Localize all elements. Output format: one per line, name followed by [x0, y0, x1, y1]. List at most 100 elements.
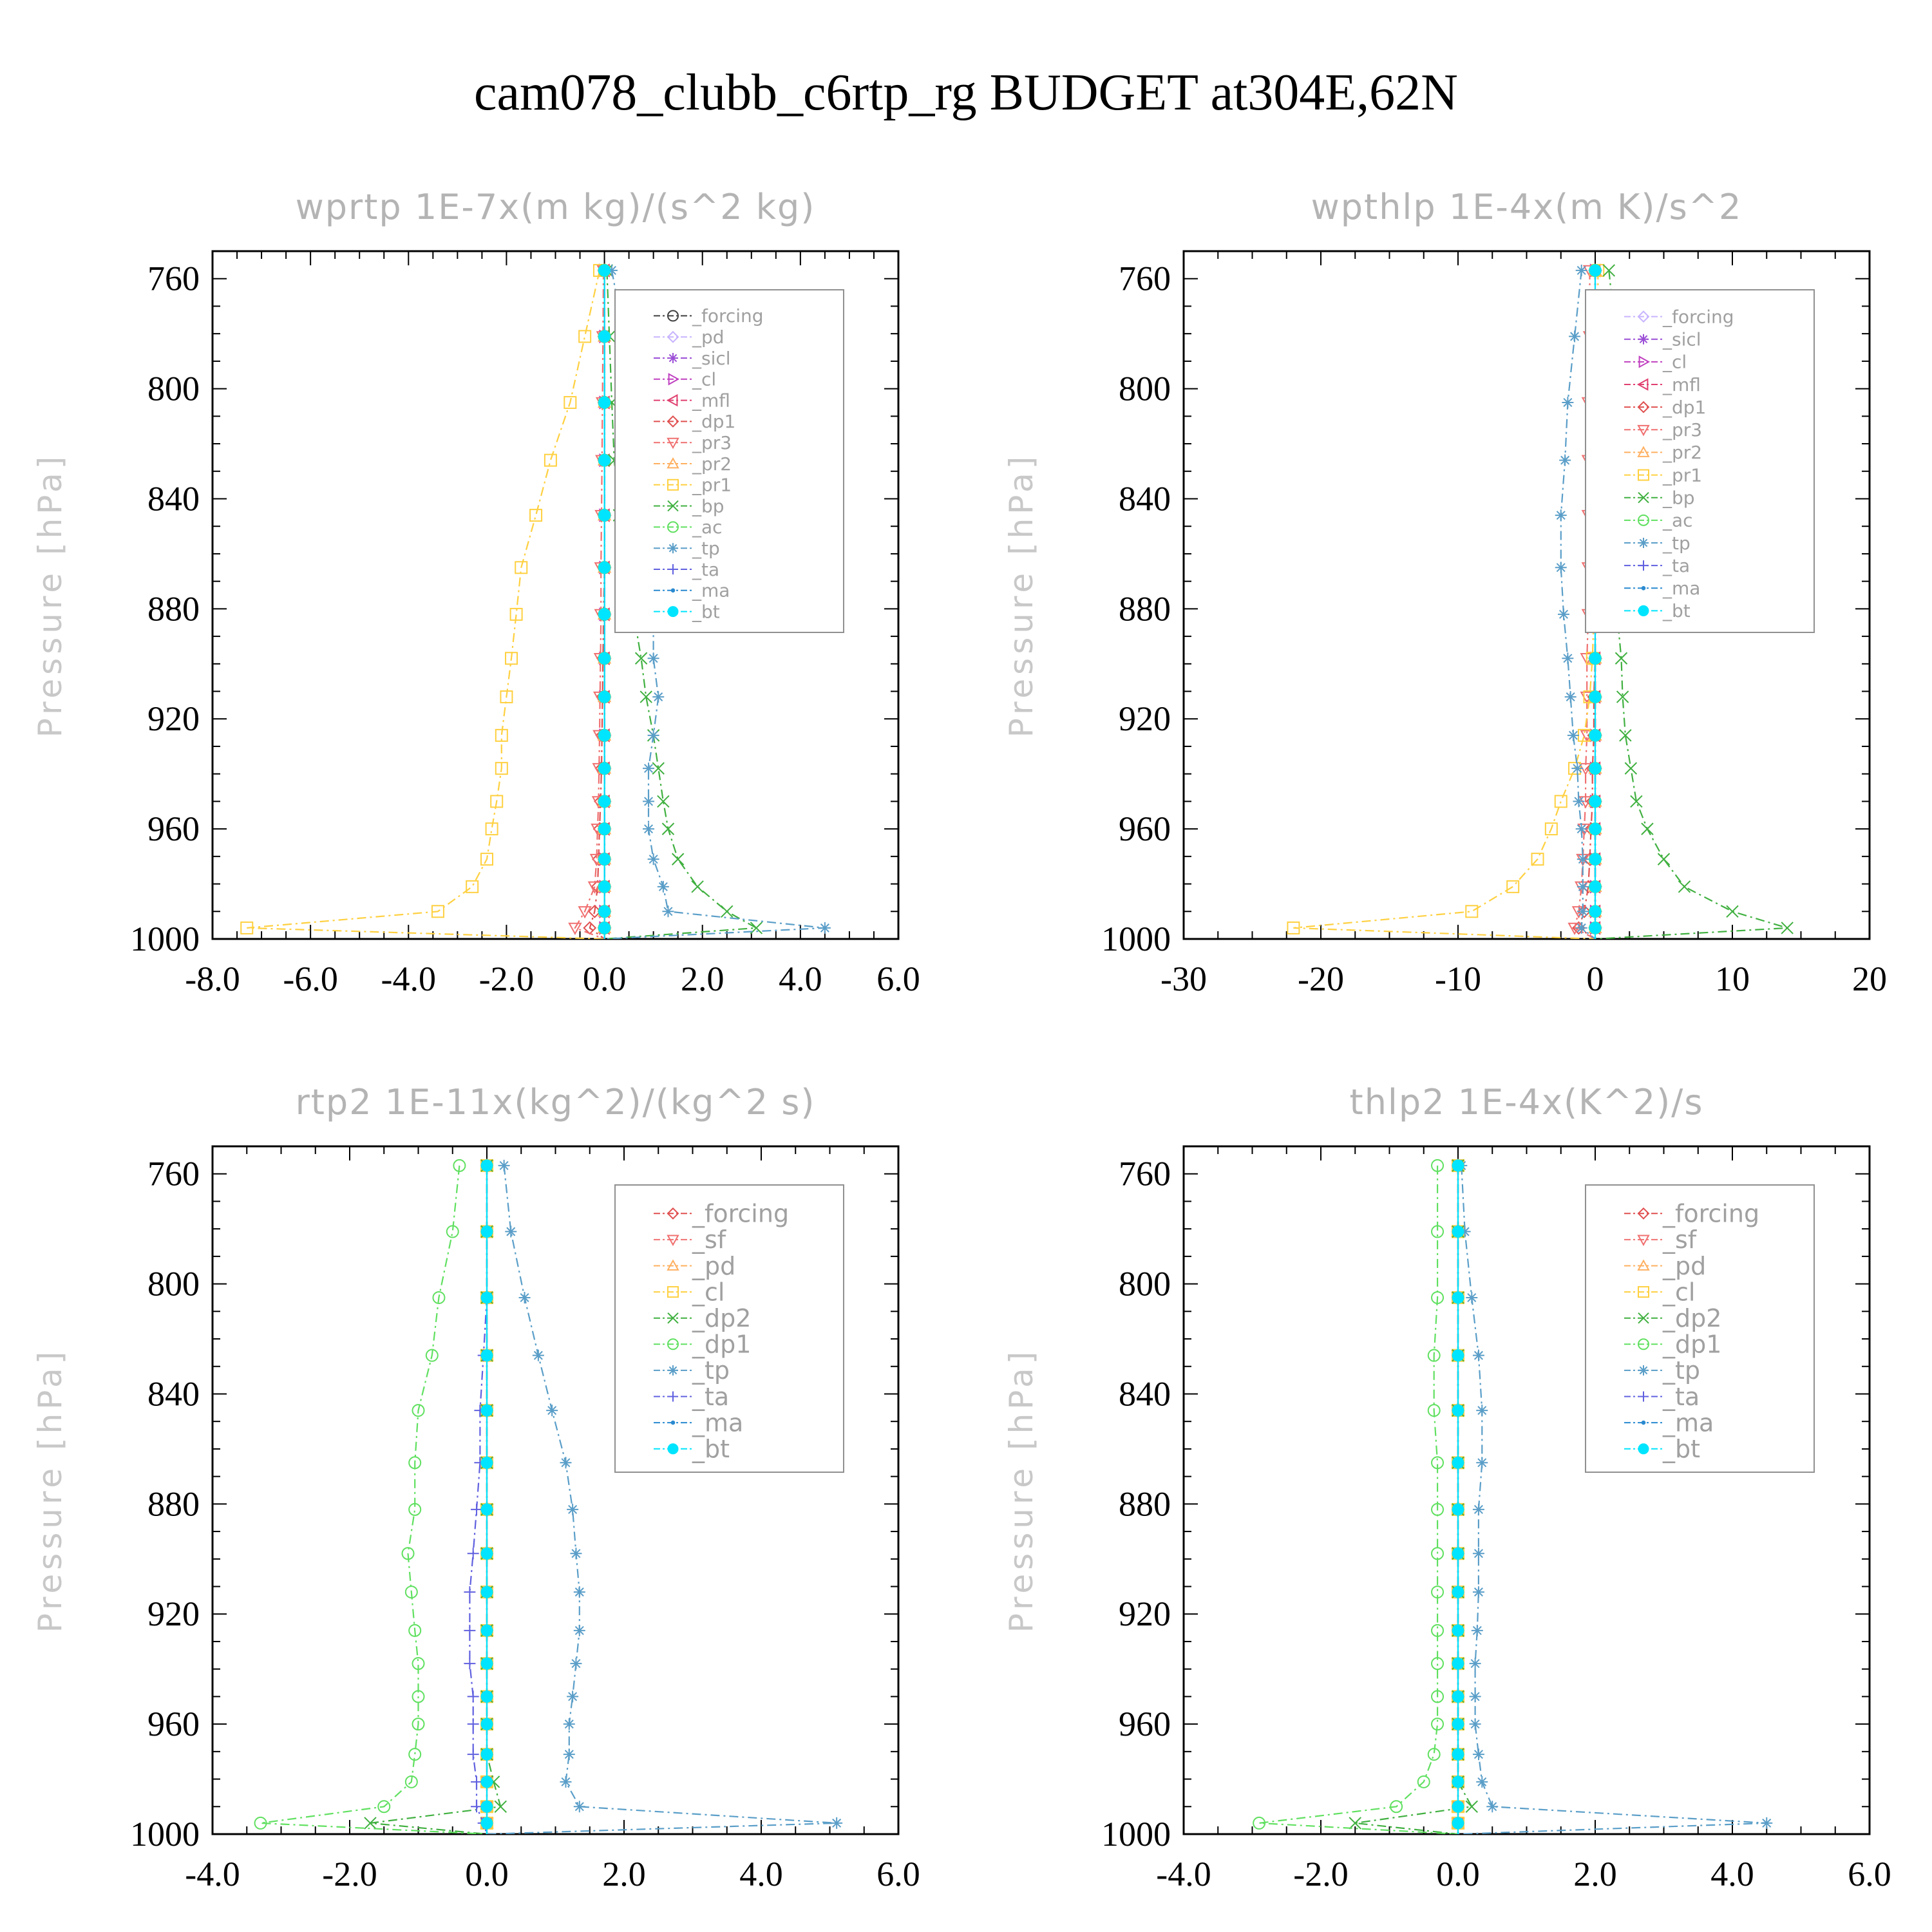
legend-label: _ma	[1662, 1408, 1714, 1437]
legend-label: _cl	[692, 369, 716, 390]
y-tick-label: 800	[147, 1265, 200, 1303]
legend-item: _bp	[1624, 488, 1695, 509]
data-point	[1472, 1349, 1484, 1361]
data-point	[1427, 1748, 1441, 1761]
legend-label: _pr3	[1662, 419, 1702, 440]
legend-marker	[1638, 492, 1649, 504]
y-tick-label: 920	[1119, 699, 1171, 738]
legend-marker	[667, 1338, 679, 1350]
legend-marker	[1638, 355, 1651, 368]
data-point	[564, 395, 577, 409]
legend-label: _cl	[1662, 352, 1687, 373]
data-point	[425, 1349, 439, 1362]
data-point	[480, 1657, 493, 1670]
data-point	[1431, 1657, 1444, 1671]
data-point	[404, 1775, 418, 1788]
legend-frame	[614, 1184, 844, 1473]
data-point	[495, 728, 508, 742]
data-point	[1589, 822, 1602, 835]
data-point	[661, 822, 675, 835]
y-tick-label: 800	[1119, 370, 1171, 408]
series-line	[589, 270, 605, 939]
legend-item: _pr2	[1624, 442, 1702, 463]
data-point	[432, 1291, 446, 1304]
legend-marker	[1638, 1443, 1649, 1455]
data-point	[364, 1817, 377, 1830]
data-point	[573, 1624, 585, 1636]
data-point	[1471, 1624, 1483, 1636]
chart-panel-1: wprtp 1E-7x(m kg)/(s^2 kg) 760 800 840 880 92…	[32, 187, 920, 998]
x-tick-label: -10	[1435, 960, 1481, 998]
legend-label: _sf	[1662, 1226, 1698, 1254]
legend-marker	[667, 1443, 679, 1455]
data-point	[639, 690, 652, 703]
x-tick-label: -30	[1160, 960, 1207, 998]
legend-marker	[1637, 1259, 1650, 1271]
x-tick-label: -8.0	[185, 960, 240, 998]
data-point	[401, 1547, 415, 1560]
data-point	[1641, 822, 1654, 835]
x-tick-label: 4.0	[739, 1855, 783, 1893]
legend-marker	[667, 1286, 679, 1298]
legend-marker	[1637, 446, 1650, 457]
data-point	[500, 690, 513, 704]
legend-marker	[1638, 1391, 1649, 1402]
y-tick-label: 880	[1119, 589, 1171, 628]
panel-title: thlp2 1E-4x(K^2)/s	[1350, 1082, 1704, 1122]
data-point	[1726, 905, 1739, 918]
legend-marker	[667, 500, 679, 512]
legend-item: _sf	[654, 1226, 727, 1254]
data-point	[408, 1624, 422, 1637]
series-tp	[486, 1159, 843, 1834]
data-point	[471, 1801, 483, 1813]
data-point	[1431, 1547, 1444, 1560]
series-line	[1578, 270, 1596, 939]
data-point	[598, 762, 611, 775]
data-point	[505, 1226, 517, 1238]
data-point	[647, 729, 659, 741]
x-tick-label: -2.0	[322, 1855, 377, 1893]
legend-label: _forcing	[692, 305, 764, 327]
data-point	[1554, 795, 1567, 808]
data-point	[412, 1404, 425, 1417]
data-point	[412, 1690, 425, 1703]
y-tick-label: 1000	[130, 1815, 200, 1853]
data-point	[598, 509, 611, 522]
data-point	[568, 922, 582, 935]
series-pr1	[240, 263, 606, 939]
y-tick-label: 840	[1119, 1374, 1171, 1413]
legend-label: _forcing	[1662, 1200, 1759, 1228]
data-point	[480, 1291, 493, 1304]
data-point	[480, 1456, 493, 1469]
legend-item: _ta	[1624, 1383, 1700, 1411]
data-point	[480, 853, 493, 866]
data-point	[1431, 1159, 1444, 1172]
legend-marker	[1637, 1207, 1650, 1220]
data-point	[1431, 1456, 1444, 1470]
data-point	[1589, 264, 1602, 277]
data-point	[1577, 880, 1589, 893]
legend-item: _pr3	[1624, 419, 1702, 440]
y-axis-label: Pressure [hPa]	[32, 1348, 69, 1633]
data-point	[1469, 1658, 1481, 1670]
legend-label: _pr2	[1662, 442, 1702, 463]
x-tick-label: 4.0	[779, 960, 822, 998]
data-point	[657, 795, 670, 808]
data-point	[652, 691, 665, 703]
y-axis-label: Pressure [hPa]	[1003, 453, 1040, 738]
data-point	[598, 690, 611, 703]
legend-item: _ma	[654, 1408, 743, 1437]
panel-title: wpthlp 1E-4x(m K)/s^2	[1311, 187, 1743, 227]
legend-marker	[667, 1207, 679, 1220]
data-point	[643, 795, 655, 808]
legend-item: _dp1	[1624, 1331, 1721, 1359]
legend-item: _ma	[1624, 578, 1700, 599]
legend-label: _pr3	[692, 432, 732, 453]
legend: _forcing_sf_pd_cl_dp2_dp1_tp_ta_ma_bt	[1585, 1184, 1815, 1473]
series-line	[1595, 270, 1788, 939]
data-point	[1575, 922, 1587, 934]
data-point	[819, 922, 831, 934]
x-tick-label: 0.0	[583, 960, 627, 998]
legend-label: _bt	[692, 601, 720, 622]
data-point	[1555, 509, 1567, 522]
